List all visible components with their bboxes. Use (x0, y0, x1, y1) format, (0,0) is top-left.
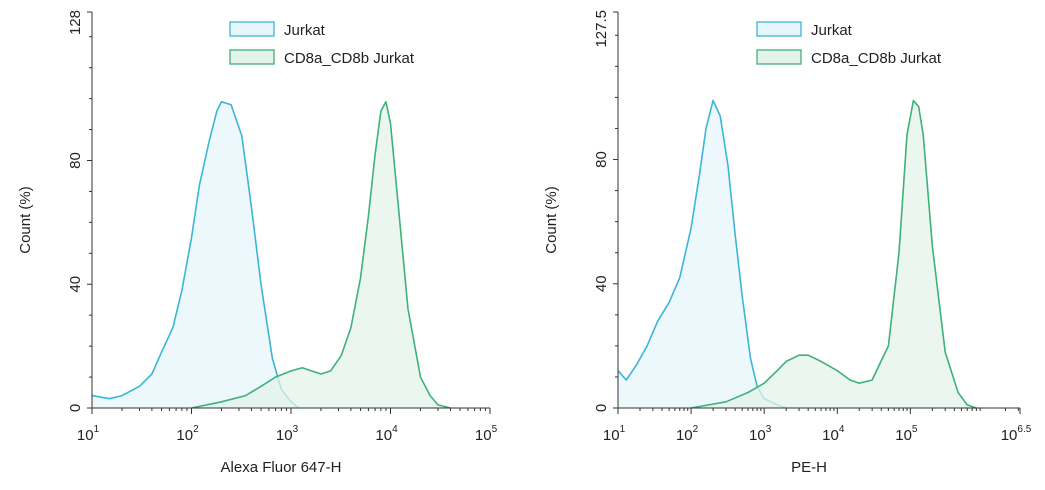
y-tick-label: 127.5 (593, 10, 610, 48)
y-tick-label: 40 (593, 275, 610, 292)
series-line-1 (690, 99, 977, 409)
x-axis-label: PE-H (791, 459, 827, 476)
legend-label: Jurkat (284, 22, 326, 39)
x-tick-label: 105 (895, 424, 918, 444)
y-tick-label: 128 (67, 10, 84, 35)
x-tick-label: 102 (676, 424, 699, 444)
x-tick-label: 104 (375, 424, 398, 444)
histogram-panel-pe: 0 40 80 127.5 101 102 103 104 105 106.5 PE-H Count … (543, 10, 1032, 476)
legend-swatch (756, 49, 802, 65)
y-axis-label: Count (%) (543, 186, 560, 254)
x-tick-label: 102 (176, 424, 199, 444)
x-tick-label: 103 (749, 424, 772, 444)
series-line-0 (617, 99, 787, 409)
y-tick-label: 80 (593, 151, 610, 168)
x-tick-label: 101 (603, 424, 626, 444)
y-tick-label: 0 (67, 404, 84, 412)
legend-swatch (756, 21, 802, 37)
x-tick-label: 106.5 (1001, 424, 1032, 444)
x-tick-label: 105 (475, 424, 498, 444)
series-area-0 (618, 100, 787, 408)
histogram-panel-alexa-fluor: 0 40 80 128 101 102 103 104 105 Alexa Fluor 647-H… (17, 10, 498, 476)
y-tick-label: 0 (593, 404, 610, 412)
x-tick-label: 101 (77, 424, 100, 444)
series-line-0 (91, 100, 300, 409)
legend-swatch (229, 49, 275, 65)
legend-label: Jurkat (811, 22, 853, 39)
series-area-1 (691, 100, 977, 408)
y-tick-label: 80 (67, 152, 84, 169)
x-tick-label: 103 (276, 424, 299, 444)
x-tick-label: 104 (822, 424, 845, 444)
series-area-0 (92, 101, 299, 408)
legend-label: CD8a_CD8b Jurkat (811, 50, 942, 67)
y-tick-label: 40 (67, 276, 84, 293)
y-axis-label: Count (%) (17, 186, 34, 254)
legend-swatch (229, 21, 275, 37)
legend-label: CD8a_CD8b Jurkat (284, 50, 415, 67)
series-area-1 (191, 101, 451, 408)
series-line-1 (191, 100, 451, 409)
x-axis-label: Alexa Fluor 647-H (221, 459, 342, 476)
